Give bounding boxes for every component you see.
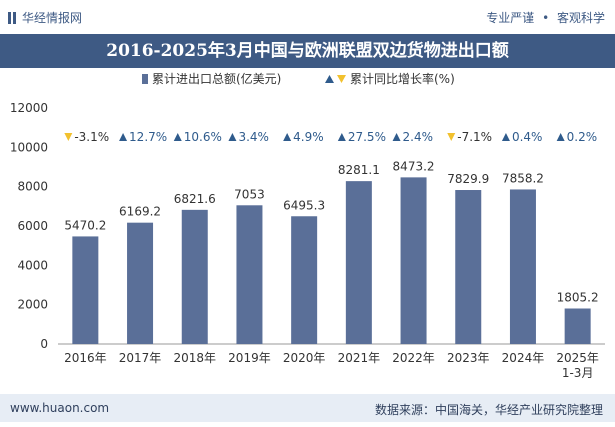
x-tick-label: 2020年 bbox=[283, 351, 326, 365]
bar-value-label: 5470.2 bbox=[64, 218, 106, 232]
growth-down-triangle-icon bbox=[447, 133, 456, 141]
x-tick-label: 2016年 bbox=[64, 351, 107, 365]
bar-value-label: 7053 bbox=[234, 187, 265, 201]
y-tick-label: 8000 bbox=[17, 180, 48, 194]
bar-value-label: 8473.2 bbox=[393, 159, 435, 173]
x-tick-label: 2023年 bbox=[447, 351, 490, 365]
bar-value-label: 1805.2 bbox=[557, 290, 599, 304]
data-source: 数据来源：中国海关，华经产业研究院整理 bbox=[374, 403, 603, 417]
bar bbox=[509, 189, 536, 344]
logo-bars-icon bbox=[8, 11, 16, 24]
x-tick-label: 2021年 bbox=[338, 351, 381, 365]
bar bbox=[72, 236, 99, 344]
bar-value-label: 6169.2 bbox=[119, 205, 161, 219]
bar bbox=[564, 308, 591, 344]
growth-up-triangle-icon bbox=[556, 133, 565, 141]
growth-rate-label: 2.4% bbox=[403, 130, 434, 144]
bar bbox=[400, 177, 427, 344]
x-tick-label-line: 2016年 bbox=[64, 351, 107, 365]
bar-value-label: 6821.6 bbox=[174, 192, 216, 206]
growth-up-triangle-icon bbox=[337, 133, 346, 141]
x-tick-label: 2017年 bbox=[119, 351, 162, 365]
y-tick-label: 10000 bbox=[10, 140, 48, 154]
chart-title: 2016-2025年3月中国与欧洲联盟双边货物进出口额 bbox=[0, 34, 615, 68]
growth-up-triangle-icon bbox=[501, 133, 510, 141]
growth-up-triangle-icon bbox=[283, 133, 292, 141]
growth-rate-label: -7.1% bbox=[457, 130, 492, 144]
growth-up-triangle-icon bbox=[228, 133, 237, 141]
top-bar: 华经情报网 专业严谨 • 客观科学 bbox=[0, 0, 615, 34]
growth-rate-label: 3.4% bbox=[238, 130, 269, 144]
logo-text: 华经情报网 bbox=[22, 11, 83, 25]
x-tick-label: 2024年 bbox=[502, 351, 545, 365]
chart-legend: 累计进出口总额(亿美元) 累计同比增长率(%) bbox=[142, 71, 455, 86]
bar bbox=[236, 205, 263, 344]
growth-rate-label: 27.5% bbox=[348, 130, 386, 144]
y-tick-label: 2000 bbox=[17, 298, 48, 312]
bar-series: 5470.2 6169.2 6821.6 7053 6495.3 8281.1 8473.2… bbox=[64, 159, 599, 344]
growth-up-triangle-icon bbox=[392, 133, 401, 141]
bar bbox=[291, 216, 318, 344]
growth-rate-series: -3.1% 12.7% 10.6% 3.4% 4.9% 27.5% 2.4% -7.1% 0.4… bbox=[64, 130, 597, 144]
growth-rate-label: -3.1% bbox=[74, 130, 109, 144]
x-tick-label-line: 2020年 bbox=[283, 351, 326, 365]
growth-rate-label: 0.2% bbox=[567, 130, 598, 144]
x-tick-label: 2018年 bbox=[173, 351, 216, 365]
growth-rate-label: 0.4% bbox=[512, 130, 543, 144]
tagline-left: 专业严谨 bbox=[486, 11, 535, 25]
growth-up-triangle-icon bbox=[119, 133, 128, 141]
legend-label-growth: 累计同比增长率(%) bbox=[350, 71, 455, 86]
bar bbox=[127, 222, 154, 344]
x-axis: 2016年 2017年 2018年 2019年 2020年 2021年 2022年 2023年… bbox=[64, 351, 599, 380]
x-tick-label-line: 2022年 bbox=[392, 351, 435, 365]
growth-up-triangle-icon bbox=[173, 133, 182, 141]
x-tick-label-line: 2025年 bbox=[556, 351, 599, 365]
x-tick-label-line: 1-3月 bbox=[562, 366, 594, 380]
x-tick-label-line: 2023年 bbox=[447, 351, 490, 365]
x-tick-label-line: 2018年 bbox=[173, 351, 216, 365]
x-tick-label: 2025年 1-3月 bbox=[556, 351, 599, 380]
bar bbox=[181, 209, 208, 344]
footer-bar: www.huaon.com 数据来源：中国海关，华经产业研究院整理 bbox=[0, 394, 615, 422]
bar bbox=[345, 181, 372, 344]
legend-label-total: 累计进出口总额(亿美元) bbox=[152, 71, 281, 86]
growth-down-triangle-icon bbox=[64, 133, 73, 141]
y-axis: 0 2000 4000 6000 8000 10000 12000 bbox=[10, 101, 605, 351]
tagline-separator: • bbox=[542, 11, 550, 25]
x-tick-label-line: 2021年 bbox=[338, 351, 381, 365]
y-tick-label: 4000 bbox=[17, 258, 48, 272]
bar-value-label: 8281.1 bbox=[338, 163, 380, 177]
website-link[interactable]: www.huaon.com bbox=[10, 401, 110, 415]
x-tick-label-line: 2024年 bbox=[502, 351, 545, 365]
brand-logo[interactable]: 华经情报网 bbox=[8, 9, 82, 26]
growth-rate-label: 10.6% bbox=[184, 130, 222, 144]
x-tick-label: 2019年 bbox=[228, 351, 271, 365]
bar-chart: 累计进出口总额(亿美元) 累计同比增长率(%) 0 2000 4000 6000 8000… bbox=[10, 71, 605, 380]
legend-bar-swatch-icon bbox=[142, 74, 148, 84]
y-tick-label: 6000 bbox=[17, 219, 48, 233]
x-tick-label-line: 2019年 bbox=[228, 351, 271, 365]
x-tick-label-line: 2017年 bbox=[119, 351, 162, 365]
y-tick-label: 0 bbox=[40, 337, 48, 351]
tagline-right: 客观科学 bbox=[556, 11, 605, 25]
bar-value-label: 6495.3 bbox=[283, 198, 325, 212]
growth-rate-label: 4.9% bbox=[293, 130, 324, 144]
growth-rate-label: 12.7% bbox=[129, 130, 167, 144]
y-tick-label: 12000 bbox=[10, 101, 48, 115]
x-tick-label: 2022年 bbox=[392, 351, 435, 365]
tagline: 专业严谨 • 客观科学 bbox=[486, 9, 605, 26]
bar-value-label: 7829.9 bbox=[447, 172, 489, 186]
bar bbox=[455, 190, 482, 344]
bar-value-label: 7858.2 bbox=[502, 171, 544, 185]
legend-up-triangle-icon bbox=[325, 75, 334, 83]
legend-down-triangle-icon bbox=[337, 75, 346, 83]
